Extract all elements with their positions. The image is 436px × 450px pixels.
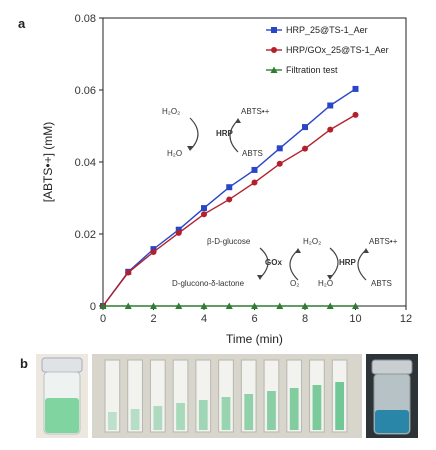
data-point-series-1	[352, 111, 359, 118]
series-line-1	[102, 114, 356, 307]
scheme-label-o2: O₂	[290, 279, 299, 288]
data-point-series-0	[226, 184, 233, 191]
data-point-series-1	[150, 249, 157, 255]
scheme-label-abts-radical: ABTS•+	[241, 107, 270, 116]
cuvette-liquid	[335, 382, 344, 430]
cuvette-liquid	[176, 403, 185, 430]
data-point-series-1	[201, 211, 207, 218]
x-tick-label: 10	[349, 313, 361, 325]
x-tick-label: 8	[302, 313, 308, 325]
cuvette-liquid	[267, 391, 276, 430]
cuvette-row-drawing	[104, 359, 348, 433]
reaction-kinetics-chart: 0 2 4 6 8 10 12 0 0.02 0.04 0.06 0.08 Time (min) [ABT…	[41, 13, 412, 346]
arrowhead	[327, 275, 333, 280]
scheme-label-abts-2: ABTS	[371, 279, 392, 288]
cuvette-liquid	[130, 409, 140, 430]
y-tick-label: 0.04	[75, 157, 96, 169]
arrowhead	[235, 118, 241, 123]
right-vial-drawing	[371, 359, 413, 435]
cuvette-liquid	[221, 397, 231, 430]
data-point-series-1	[226, 196, 233, 203]
right-vial-photo	[366, 354, 418, 438]
arrowhead	[257, 275, 263, 280]
legend-label: HRP_25@TS-1_Aer	[286, 25, 368, 35]
data-point-series-2	[124, 302, 132, 309]
data-point-series-0	[327, 102, 334, 109]
legend-marker-0	[271, 27, 277, 33]
scheme-label-abts: ABTS	[242, 149, 263, 158]
data-point-series-2	[225, 302, 233, 309]
scheme-arrow-hrp	[329, 247, 339, 279]
scheme-arrow-h2o2	[189, 117, 199, 151]
data-point-series-0	[352, 85, 359, 92]
legend-label: HRP/GOx_25@TS-1_Aer	[286, 45, 389, 55]
scheme-label-hrp-2: HRP	[339, 258, 357, 267]
cuvette	[104, 359, 121, 433]
scheme-label-h2o2-2: H₂O₂	[303, 237, 321, 246]
scheme-label-h2o: H₂O	[167, 149, 182, 158]
data-point-series-0	[251, 166, 258, 173]
scheme-label-abts-radical-2: ABTS•+	[369, 237, 398, 246]
data-point-series-0	[175, 226, 182, 233]
data-point-series-2	[150, 302, 157, 309]
x-tick-label: 0	[100, 313, 106, 325]
data-point-series-1	[302, 145, 308, 152]
data-point-series-1	[251, 179, 258, 186]
cuvette-liquid	[153, 406, 163, 430]
panel-label-b: b	[20, 356, 28, 371]
legend-marker-2	[270, 66, 278, 73]
arrowhead	[295, 248, 301, 253]
cuvette-liquid	[244, 394, 254, 430]
y-tick-label: 0	[90, 301, 96, 313]
plot-frame	[102, 17, 407, 307]
x-tick-label: 12	[400, 313, 412, 325]
y-axis-title: [ABTS•+] (mM)	[41, 122, 55, 203]
scheme-label-h2o-2: H₂O	[318, 279, 333, 288]
cuvette-row-photo	[92, 354, 362, 438]
y-tick-label: 0.02	[75, 229, 96, 241]
data-point-series-2	[352, 302, 359, 309]
arrowhead	[363, 248, 369, 253]
scheme-arrow-o2	[289, 249, 299, 281]
data-point-series-0	[276, 145, 283, 152]
left-vial-photo	[36, 354, 88, 438]
data-point-series-2	[326, 302, 334, 309]
cuvette-liquid	[312, 385, 322, 430]
data-point-series-2	[301, 302, 309, 309]
scheme-label-hrp: HRP	[216, 129, 234, 138]
cuvette	[127, 359, 143, 433]
x-tick-label: 2	[150, 313, 156, 325]
data-point-series-2	[200, 302, 208, 309]
data-point-series-1	[175, 229, 182, 236]
scheme-label-h2o2: H₂O₂	[162, 107, 180, 116]
data-point-series-2	[276, 302, 284, 309]
y-tick-label: 0.06	[75, 85, 96, 97]
arrowhead	[187, 146, 193, 151]
x-axis-title: Time (min)	[226, 332, 283, 346]
legend-label: Filtration test	[286, 65, 338, 75]
cuvette-liquid	[198, 400, 208, 430]
cuvette	[149, 359, 166, 433]
panel-label-a: a	[18, 16, 26, 31]
x-tick-label: 6	[251, 313, 257, 325]
scheme-arrow-abts-2	[357, 249, 367, 281]
data-point-series-1	[327, 126, 334, 133]
x-tick-label: 4	[201, 313, 207, 325]
data-point-series-1	[125, 269, 132, 276]
data-point-series-2	[99, 302, 107, 309]
cuvette-liquid	[108, 412, 117, 430]
scheme-label-glucose: β-D-glucose	[207, 237, 251, 246]
data-point-series-2	[175, 302, 183, 309]
scheme-label-gox: GOx	[265, 258, 282, 267]
data-point-series-0	[201, 205, 207, 212]
data-point-series-2	[251, 302, 258, 309]
data-point-series-1	[276, 160, 283, 167]
left-vial-drawing	[41, 357, 83, 435]
scheme-label-lactone: D-glucono-δ-lactone	[172, 279, 245, 288]
cuvette-liquid	[289, 388, 299, 430]
legend-marker-1	[271, 47, 277, 53]
data-point-series-0	[302, 124, 308, 131]
y-tick-label: 0.08	[75, 13, 96, 25]
